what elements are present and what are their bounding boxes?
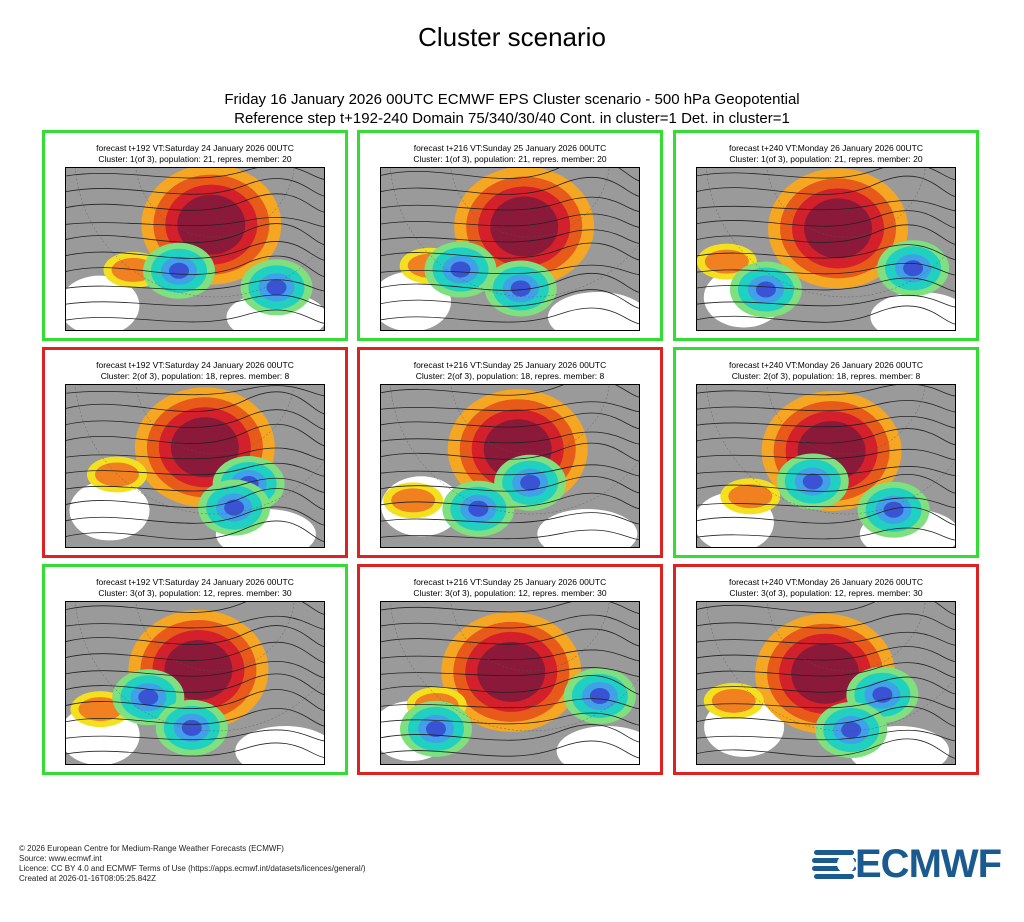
footer-licence: Licence: CC BY 4.0 and ECMWF Terms of Us… — [19, 864, 366, 873]
geopotential-anomaly-map — [380, 167, 640, 331]
panel-forecast-label: forecast t+216 VT:Sunday 25 January 2026… — [413, 577, 607, 587]
cluster-panel: forecast t+216 VT:Sunday 25 January 2026… — [357, 564, 663, 775]
panel-cluster-label: Cluster: 1(of 3), population: 21, repres… — [729, 154, 923, 164]
cluster-panel: forecast t+216 VT:Sunday 25 January 2026… — [357, 347, 663, 558]
panel-forecast-label: forecast t+192 VT:Saturday 24 January 20… — [96, 360, 294, 370]
geopotential-anomaly-map — [65, 167, 325, 331]
geopotential-anomaly-map — [696, 601, 956, 765]
panel-cluster-label: Cluster: 1(of 3), population: 21, repres… — [413, 154, 607, 164]
footer-source: Source: www.ecmwf.int — [19, 854, 102, 863]
panel-forecast-label: forecast t+240 VT:Monday 26 January 2026… — [729, 577, 923, 587]
cluster-panel: forecast t+192 VT:Saturday 24 January 20… — [42, 347, 348, 558]
geopotential-anomaly-map — [696, 167, 956, 331]
geopotential-anomaly-map — [380, 384, 640, 548]
cluster-panel: forecast t+192 VT:Saturday 24 January 20… — [42, 564, 348, 775]
cluster-panel: forecast t+240 VT:Monday 26 January 2026… — [673, 347, 979, 558]
cluster-panel: forecast t+240 VT:Monday 26 January 2026… — [673, 130, 979, 341]
panel-cluster-label: Cluster: 2(of 3), population: 18, repres… — [731, 371, 921, 381]
panel-forecast-label: forecast t+240 VT:Monday 26 January 2026… — [729, 143, 923, 153]
page-title: Cluster scenario — [418, 22, 606, 52]
cluster-panel: forecast t+216 VT:Sunday 25 January 2026… — [357, 130, 663, 341]
footer-copyright: © 2026 European Centre for Medium-Range … — [19, 844, 284, 853]
panel-cluster-label: Cluster: 1(of 3), population: 21, repres… — [98, 154, 292, 164]
panel-forecast-label: forecast t+192 VT:Saturday 24 January 20… — [96, 577, 294, 587]
cluster-panel: forecast t+192 VT:Saturday 24 January 20… — [42, 130, 348, 341]
panel-forecast-label: forecast t+192 VT:Saturday 24 January 20… — [96, 143, 294, 153]
ecmwf-logo-icon — [812, 850, 856, 879]
cluster-panel: forecast t+240 VT:Monday 26 January 2026… — [673, 564, 979, 775]
panel-cluster-label: Cluster: 3(of 3), population: 12, repres… — [98, 588, 292, 598]
geopotential-anomaly-map — [65, 601, 325, 765]
ecmwf-logo-text: ECMWF — [855, 842, 1002, 886]
panel-cluster-label: Cluster: 3(of 3), population: 12, repres… — [413, 588, 607, 598]
geopotential-anomaly-map — [65, 384, 325, 548]
panel-cluster-label: Cluster: 2(of 3), population: 18, repres… — [415, 371, 605, 381]
footer-created: Created at 2026-01-16T08:05:25.842Z — [19, 874, 156, 883]
figure-subtitle-line2: Reference step t+192-240 Domain 75/340/3… — [234, 110, 790, 127]
panel-forecast-label: forecast t+216 VT:Sunday 25 January 2026… — [413, 143, 607, 153]
geopotential-anomaly-map — [696, 384, 956, 548]
figure-subtitle-line1: Friday 16 January 2026 00UTC ECMWF EPS C… — [224, 91, 800, 108]
panel-cluster-label: Cluster: 2(of 3), population: 18, repres… — [100, 371, 290, 381]
panel-cluster-label: Cluster: 3(of 3), population: 12, repres… — [729, 588, 923, 598]
panel-forecast-label: forecast t+216 VT:Sunday 25 January 2026… — [413, 360, 607, 370]
panel-forecast-label: forecast t+240 VT:Monday 26 January 2026… — [729, 360, 923, 370]
geopotential-anomaly-map — [380, 601, 640, 765]
